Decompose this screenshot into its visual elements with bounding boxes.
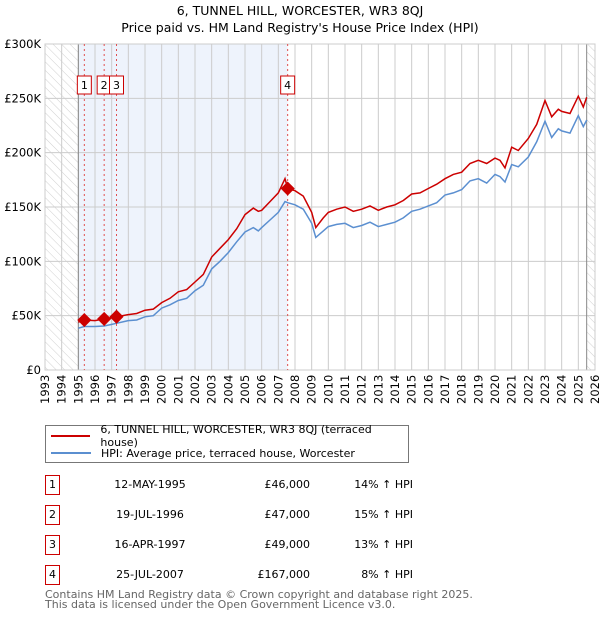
x-tick-label: 2006 <box>255 375 269 404</box>
y-tick-label: £300K <box>4 37 41 51</box>
x-tick-label: 1997 <box>105 375 119 404</box>
sale-label-box <box>280 75 296 95</box>
sale-number-badge: 4 <box>45 565 60 585</box>
x-tick-label: 2024 <box>555 375 569 404</box>
table-row: 2 19-JUL-1996 £47,000 15% ↑ HPI <box>45 505 413 525</box>
y-tick-label: £150K <box>4 200 41 214</box>
sale-price: £46,000 <box>264 478 311 491</box>
x-tick-label: 2015 <box>405 375 419 404</box>
sale-date: 12-MAY-1995 <box>114 478 186 491</box>
sale-date: 16-APR-1997 <box>114 538 186 551</box>
x-tick-label: 2020 <box>488 375 502 404</box>
x-tick-label: 2016 <box>421 375 435 404</box>
x-tick-label: 1996 <box>88 375 102 404</box>
sale-point <box>109 309 124 324</box>
x-tick-label: 2003 <box>205 375 219 404</box>
sale-label-box <box>76 75 92 95</box>
x-tick-label: 1995 <box>71 375 85 404</box>
chart-subtitle: Price paid vs. HM Land Registry's House … <box>121 20 479 35</box>
legend-label: 6, TUNNEL HILL, WORCESTER, WR3 8QJ (terr… <box>100 423 372 449</box>
x-tick-label: 2012 <box>355 375 369 404</box>
x-tick-label: 2014 <box>388 375 402 404</box>
hpi-change: 8% ↑ HPI <box>361 568 413 581</box>
x-tick-label: 2022 <box>521 375 535 404</box>
sale-price: £167,000 <box>257 568 311 581</box>
property-price-line <box>78 94 588 323</box>
sale-label: 4 <box>284 79 291 92</box>
sale-point <box>77 312 92 328</box>
x-tick-label: 2000 <box>155 375 169 404</box>
y-tick-label: £50K <box>12 309 42 323</box>
footer: Contains HM Land Registry data © Crown c… <box>45 588 473 611</box>
x-tick-label: 2026 <box>588 375 600 404</box>
legend-item-property: 6, TUNNEL HILL, WORCESTER, WR3 8QJ (terr… <box>46 423 408 449</box>
plot-border <box>44 43 596 371</box>
sale-label-box <box>109 75 124 95</box>
sale-number-badge: 1 <box>45 475 60 495</box>
sale-point <box>280 181 295 196</box>
sale-date: 19-JUL-1996 <box>116 508 184 521</box>
sale-point <box>97 311 112 326</box>
legend-swatch-blue <box>51 452 91 454</box>
hpi-line <box>78 113 588 329</box>
sale-price: £47,000 <box>264 508 311 521</box>
x-tick-label: 1993 <box>38 375 52 404</box>
legend-item-hpi: HPI: Average price, terraced house, Worc… <box>46 445 355 461</box>
x-tick-label: 2008 <box>288 375 302 404</box>
y-tick-label: £0 <box>26 363 41 377</box>
sale-label: 1 <box>81 79 88 92</box>
table-row: 1 12-MAY-1995 £46,000 14% ↑ HPI <box>45 475 413 495</box>
x-tick-label: 1998 <box>121 375 135 404</box>
footer-copyright: Contains HM Land Registry data © Crown c… <box>45 588 473 601</box>
x-tick-label: 2021 <box>505 375 519 404</box>
sale-price: £49,000 <box>264 538 311 551</box>
sale-date: 25-JUL-2007 <box>116 568 184 581</box>
sale-label: 2 <box>101 79 108 92</box>
x-tick-label: 2013 <box>371 375 385 404</box>
sale-number-badge: 2 <box>45 505 60 525</box>
x-tick-label: 2010 <box>321 375 335 404</box>
x-tick-label: 2017 <box>438 375 452 404</box>
legend-label: HPI: Average price, terraced house, Worc… <box>101 446 355 460</box>
sale-number-badge: 3 <box>45 535 60 555</box>
hpi-change: 15% ↑ HPI <box>354 508 413 521</box>
x-tick-label: 2018 <box>455 375 469 404</box>
x-tick-label: 2019 <box>471 375 485 404</box>
y-tick-label: £200K <box>4 146 41 160</box>
x-tick-label: 2009 <box>305 375 319 404</box>
x-tick-label: 2004 <box>221 375 235 404</box>
x-tick-label: 2007 <box>271 375 285 404</box>
hpi-change: 14% ↑ HPI <box>354 478 413 491</box>
y-tick-label: £100K <box>4 254 41 268</box>
x-tick-label: 2002 <box>188 375 202 404</box>
x-tick-label: 2023 <box>538 375 552 404</box>
hpi-change: 13% ↑ HPI <box>354 538 413 551</box>
x-tick-label: 2025 <box>571 375 585 404</box>
legend: 6, TUNNEL HILL, WORCESTER, WR3 8QJ (terr… <box>45 423 409 463</box>
x-tick-label: 1994 <box>55 375 69 404</box>
sale-label: 3 <box>113 79 120 92</box>
footer-licence: This data is licensed under the Open Gov… <box>45 598 396 611</box>
x-tick-label: 2001 <box>171 375 185 404</box>
table-row: 3 16-APR-1997 £49,000 13% ↑ HPI <box>45 535 413 555</box>
x-tick-label: 2011 <box>338 375 352 404</box>
plot-area: 1 2 3 4 1993 1994 1995 1996 1997 1998 1999 2000 2001… <box>4 37 600 404</box>
chart-title: 6, TUNNEL HILL, WORCESTER, WR3 8QJ <box>176 3 424 18</box>
x-tick-label: 1999 <box>138 375 152 404</box>
legend-swatch-red <box>51 435 91 437</box>
x-tick-label: 2005 <box>238 375 252 404</box>
table-row: 4 25-JUL-2007 £167,000 8% ↑ HPI <box>45 565 413 585</box>
y-tick-label: £250K <box>4 91 41 105</box>
